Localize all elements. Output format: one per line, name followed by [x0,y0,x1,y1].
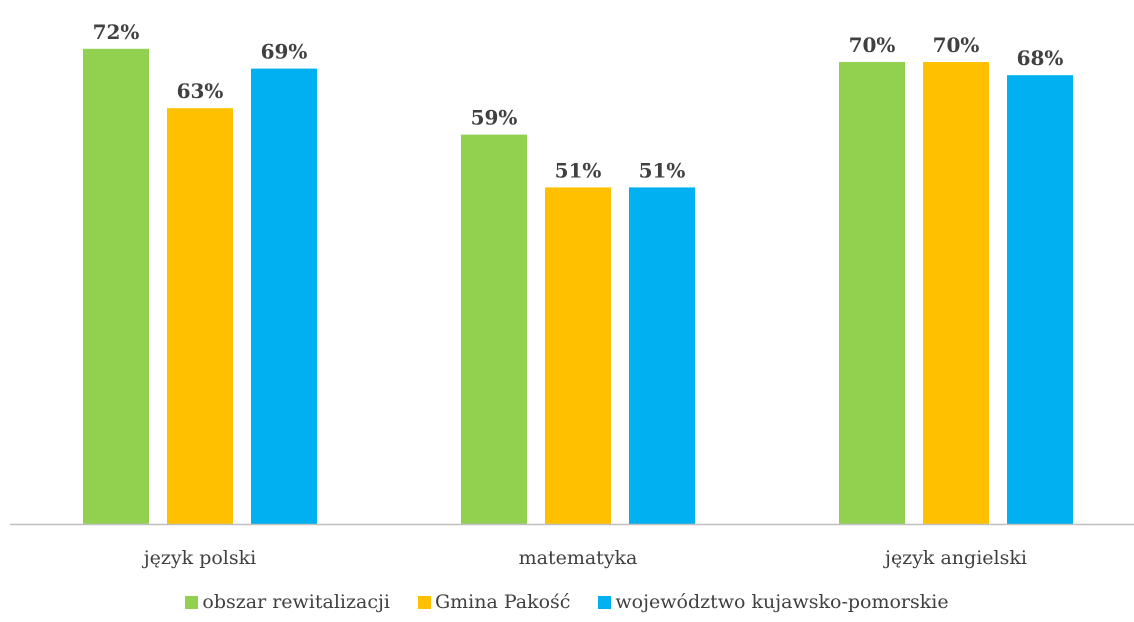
bar-0-1 [167,108,233,524]
legend-label-series-0: obszar rewitalizacji [202,591,390,613]
data-label-0-0: 72% [93,20,140,44]
category-label-1: matematyka [519,547,638,569]
data-label-2-2: 68% [1017,46,1064,70]
legend-item-series-2: województwo kujawsko-pomorskie [598,591,949,613]
legend: obszar rewitalizacji Gmina Pakość wojewó… [0,591,1134,613]
category-label-2: język angielski [883,547,1027,569]
bar-1-0 [461,134,527,524]
bar-2-1 [923,62,989,524]
legend-swatch-series-1 [417,595,431,609]
category-label-0: język polski [142,547,256,569]
legend-item-series-0: obszar rewitalizacji [185,591,390,613]
legend-item-series-1: Gmina Pakość [417,591,571,613]
bar-0-0 [83,48,149,525]
bar-2-2 [1007,75,1073,524]
legend-label-series-2: województwo kujawsko-pomorskie [615,591,949,613]
bar-0-2 [251,68,317,524]
data-label-1-0: 59% [471,106,518,130]
data-label-0-1: 63% [177,79,224,103]
data-label-2-1: 70% [933,33,980,57]
data-label-1-2: 51% [639,158,686,182]
bar-2-0 [839,62,905,524]
data-label-2-0: 70% [849,33,896,57]
legend-swatch-series-0 [185,595,199,609]
legend-label-series-1: Gmina Pakość [434,591,571,613]
legend-swatch-series-2 [598,595,612,609]
bar-1-2 [629,187,695,524]
bar-1-1 [545,187,611,524]
data-label-0-2: 69% [261,40,308,64]
data-label-1-1: 51% [555,158,602,182]
